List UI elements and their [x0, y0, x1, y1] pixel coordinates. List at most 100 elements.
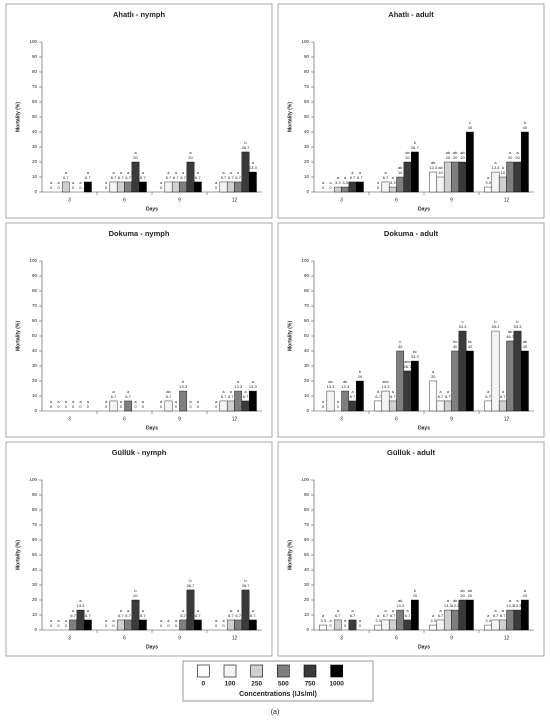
bar [388, 186, 397, 193]
letter-label: a [134, 399, 137, 404]
value-label: 6.7 [118, 613, 124, 618]
letter-label: a [337, 175, 340, 180]
value-label: 3.3 [335, 180, 341, 185]
y-tick-label: 100 [301, 477, 309, 482]
x-tick-label: 9 [450, 416, 453, 422]
value-label: 0 [50, 185, 53, 190]
y-tick-label: 60 [304, 318, 310, 323]
value-label: 3.3 [485, 618, 491, 623]
letter-label: a [230, 389, 233, 394]
letter-label: a [351, 608, 354, 613]
value-label: 6.7 [390, 613, 396, 618]
letter-label: ab [508, 329, 513, 334]
y-tick-label: 30 [304, 582, 310, 587]
letter-label: a [79, 180, 82, 185]
value-label: 26.7 [187, 583, 196, 588]
legend-swatch [277, 664, 290, 678]
value-label: 6.7 [70, 613, 76, 618]
letter-label: ab [166, 389, 171, 394]
y-tick-label: 20 [32, 159, 38, 164]
value-label: 20 [431, 374, 436, 379]
value-label: 0 [197, 404, 200, 409]
value-label: 6.7 [235, 613, 241, 618]
value-label: 0 [160, 623, 163, 628]
value-label: 0 [87, 404, 90, 409]
value-label: 6.7 [243, 394, 249, 399]
letter-label: a [384, 608, 387, 613]
value-label: 13.3 [341, 384, 350, 389]
y-tick-label: 50 [32, 333, 38, 338]
value-label: 6.7 [445, 394, 451, 399]
letter-label: ab [453, 598, 458, 603]
letter-label: a [167, 618, 170, 623]
letter-label: ab [343, 379, 348, 384]
value-label: 0 [120, 404, 123, 409]
value-label: 53.3 [492, 324, 501, 329]
bar [451, 350, 460, 412]
value-label: 13.3 [327, 384, 336, 389]
value-label: 6.7 [350, 175, 356, 180]
value-label: 0 [215, 623, 218, 628]
value-label: 6.7 [221, 175, 227, 180]
bar [164, 400, 173, 412]
letter-label: a [105, 180, 108, 185]
value-label: 6.7 [250, 613, 256, 618]
value-label: 6.7 [111, 394, 117, 399]
y-tick-label: 90 [304, 273, 310, 278]
letter-label: a [105, 618, 108, 623]
value-label: 6.7 [383, 613, 389, 618]
letter-label: a [487, 175, 490, 180]
bar [458, 599, 467, 631]
letter-label: a [509, 598, 512, 603]
bar [124, 400, 133, 412]
y-axis-title: Mortality (%) [287, 540, 293, 570]
value-label: 40 [523, 344, 528, 349]
value-label: 13.3 [234, 384, 243, 389]
value-label: 10 [398, 170, 403, 175]
chart-title: Güllük - nymph [112, 448, 167, 457]
chart-title: Güllük - adult [387, 448, 435, 457]
value-label: 10 [501, 170, 506, 175]
letter-label: a [516, 150, 519, 155]
bar [374, 624, 383, 631]
letter-label: bc [413, 349, 417, 354]
bar [219, 181, 228, 193]
letter-label: a [65, 618, 68, 623]
bar [355, 380, 364, 412]
letter-label: a [175, 618, 178, 623]
value-label: 6.7 [335, 613, 341, 618]
y-tick-label: 70 [304, 84, 310, 89]
letter-label: a [230, 608, 233, 613]
value-label: 20 [133, 155, 138, 160]
letter-label: a [197, 608, 200, 613]
bar [326, 390, 335, 412]
letter-label: a [87, 608, 90, 613]
letter-label: ab [431, 160, 436, 165]
bar [179, 619, 188, 631]
letter-label: a [237, 170, 240, 175]
value-label: 26.7 [411, 145, 420, 150]
value-label: 6.7 [140, 175, 146, 180]
value-label: 6.7 [111, 175, 117, 180]
y-tick-label: 30 [304, 363, 310, 368]
y-tick-label: 80 [304, 69, 310, 74]
value-label: 6.7 [195, 175, 201, 180]
bar [138, 181, 147, 193]
x-tick-label: 12 [504, 416, 510, 422]
value-label: 0 [167, 623, 170, 628]
y-axis-title: Mortality (%) [15, 321, 21, 351]
y-tick-label: 20 [304, 378, 310, 383]
bar [116, 619, 125, 631]
value-label: 6.7 [166, 394, 172, 399]
value-label: 26.7 [404, 364, 413, 369]
value-label: 13.3 [77, 603, 86, 608]
bar [69, 619, 78, 631]
letter-label: a [524, 588, 527, 593]
letter-label: a [79, 598, 82, 603]
letter-label: a [127, 170, 130, 175]
letter-label: a [72, 180, 75, 185]
value-label: 20 [446, 155, 451, 160]
x-tick-label: 6 [123, 416, 126, 422]
value-label: 53.3 [514, 324, 523, 329]
bar [443, 609, 452, 631]
